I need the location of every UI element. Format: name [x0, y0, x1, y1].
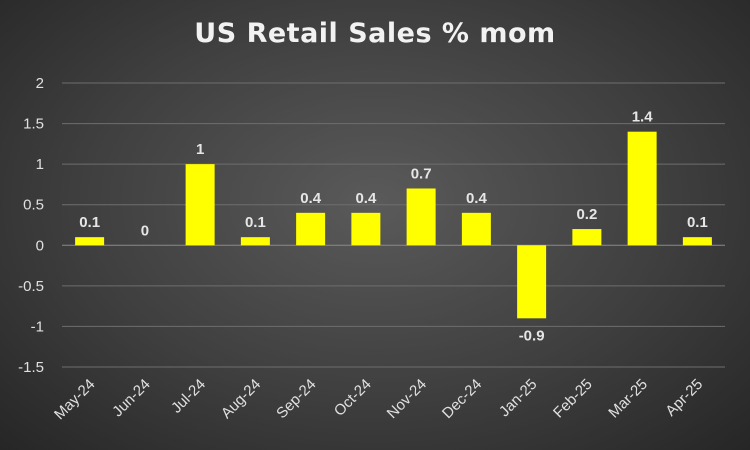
data-label: 0.4 — [466, 190, 488, 207]
x-tick-label: Nov-24 — [384, 376, 430, 422]
x-tick-label: Jun-24 — [109, 376, 153, 420]
bar — [682, 237, 712, 246]
chart-title: US Retail Sales % mom — [194, 18, 556, 49]
x-tick-label: May-24 — [51, 376, 98, 423]
bar — [517, 245, 547, 319]
x-tick-label: Jan-25 — [496, 376, 540, 420]
data-label: 0.4 — [300, 190, 322, 207]
x-tick-label: Mar-25 — [605, 376, 651, 422]
y-tick-label: -1.5 — [18, 359, 44, 376]
bar — [572, 229, 602, 246]
bar — [240, 237, 270, 246]
bar — [185, 164, 215, 246]
data-label: 0.1 — [687, 214, 708, 231]
y-tick-label: 2 — [36, 75, 44, 92]
data-label: 0.2 — [576, 206, 597, 223]
bar — [75, 237, 105, 246]
bar — [627, 131, 657, 246]
y-tick-label: -0.5 — [18, 278, 44, 295]
x-tick-label: Apr-25 — [662, 376, 706, 420]
bar — [296, 212, 326, 246]
data-label: 0.1 — [245, 214, 266, 231]
data-label: 0 — [141, 222, 149, 239]
data-label: 1.4 — [632, 109, 654, 126]
bar — [406, 188, 436, 246]
y-tick-label: 0 — [36, 237, 44, 254]
bar — [461, 212, 491, 246]
data-label: 1 — [196, 141, 204, 158]
x-tick-label: Oct-24 — [331, 376, 375, 420]
y-tick-label: 1 — [36, 156, 44, 173]
data-label: -0.9 — [519, 327, 545, 344]
data-label: 0.1 — [79, 214, 100, 231]
x-tick-label: Jul-24 — [168, 376, 209, 417]
data-label: 0.4 — [355, 190, 377, 207]
y-tick-label: -1 — [31, 318, 44, 335]
x-tick-label: Aug-24 — [218, 376, 264, 422]
x-tick-label: Dec-24 — [439, 376, 485, 422]
bar — [351, 212, 381, 246]
y-tick-label: 0.5 — [23, 197, 44, 214]
y-tick-label: 1.5 — [23, 116, 44, 133]
data-label: 0.7 — [411, 165, 432, 182]
x-tick-label: Feb-25 — [550, 376, 596, 422]
x-tick-label: Sep-24 — [273, 376, 319, 422]
